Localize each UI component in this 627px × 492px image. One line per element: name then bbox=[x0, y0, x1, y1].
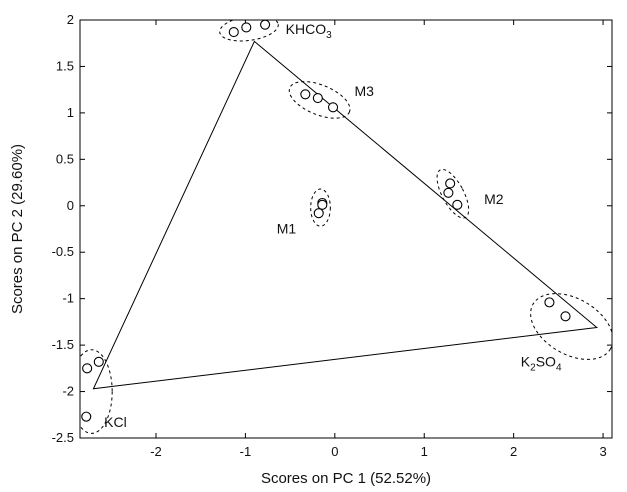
plot-frame bbox=[79, 19, 613, 439]
data-point bbox=[260, 19, 271, 30]
y-tick-label: 0 bbox=[67, 198, 74, 213]
group-ellipse bbox=[310, 188, 331, 227]
mixture-triangle bbox=[92, 40, 599, 390]
data-point bbox=[445, 178, 456, 189]
group-ellipse bbox=[530, 293, 612, 360]
y-tick-label: -0.5 bbox=[52, 244, 74, 259]
group-label: K2SO4 bbox=[521, 353, 562, 373]
data-point bbox=[560, 311, 571, 322]
group-ellipse bbox=[80, 349, 113, 434]
group-label: M2 bbox=[484, 191, 504, 207]
x-tick-label: 0 bbox=[331, 444, 338, 459]
axis-ticks: -2 -1 0 1 2 3 -2.5 -2 -1.5 -1 -0.5 0 0.5 1 1.5 2 bbox=[52, 12, 612, 459]
data-point bbox=[544, 297, 555, 308]
group-ellipse bbox=[288, 81, 351, 119]
data-points bbox=[81, 19, 571, 422]
data-point bbox=[81, 411, 92, 422]
mixture-triangle-outline bbox=[92, 40, 599, 390]
y-tick-label: 2 bbox=[67, 12, 74, 27]
data-point bbox=[228, 27, 239, 38]
data-point bbox=[93, 356, 104, 367]
y-tick-label: -2 bbox=[62, 384, 74, 399]
group-ellipses bbox=[80, 20, 612, 434]
data-point bbox=[313, 208, 324, 219]
group-label: M3 bbox=[354, 83, 374, 99]
y-tick-label: -1 bbox=[62, 291, 74, 306]
group-label: M1 bbox=[277, 221, 297, 237]
data-point bbox=[443, 187, 454, 198]
y-tick-label: 1 bbox=[67, 105, 74, 120]
data-point bbox=[82, 363, 93, 374]
data-point bbox=[241, 22, 252, 33]
group-label: KHCO3 bbox=[286, 21, 332, 41]
x-tick-label: 2 bbox=[510, 444, 517, 459]
data-point bbox=[327, 102, 339, 113]
x-tick-label: -1 bbox=[240, 444, 252, 459]
x-tick-label: 1 bbox=[421, 444, 428, 459]
data-point bbox=[317, 199, 328, 210]
y-tick-label: 0.5 bbox=[56, 151, 74, 166]
x-axis-title: Scores on PC 1 (52.52%) bbox=[261, 470, 431, 487]
plot-border bbox=[79, 19, 613, 439]
x-tick-label: -2 bbox=[150, 444, 162, 459]
group-labels: KHCO3 M3 M1 M2 K2SO4 KCl bbox=[104, 21, 562, 430]
data-point bbox=[312, 92, 323, 104]
data-point bbox=[300, 89, 311, 100]
x-tick-label: 3 bbox=[599, 444, 606, 459]
group-label: KCl bbox=[104, 414, 127, 430]
group-ellipse bbox=[219, 20, 279, 42]
y-tick-label: -2.5 bbox=[52, 430, 74, 445]
y-tick-label: 1.5 bbox=[56, 58, 74, 73]
y-tick-label: -1.5 bbox=[52, 337, 74, 352]
y-axis-title: Scores on PC 2 (29.60%) bbox=[9, 144, 26, 314]
data-point bbox=[452, 199, 463, 210]
